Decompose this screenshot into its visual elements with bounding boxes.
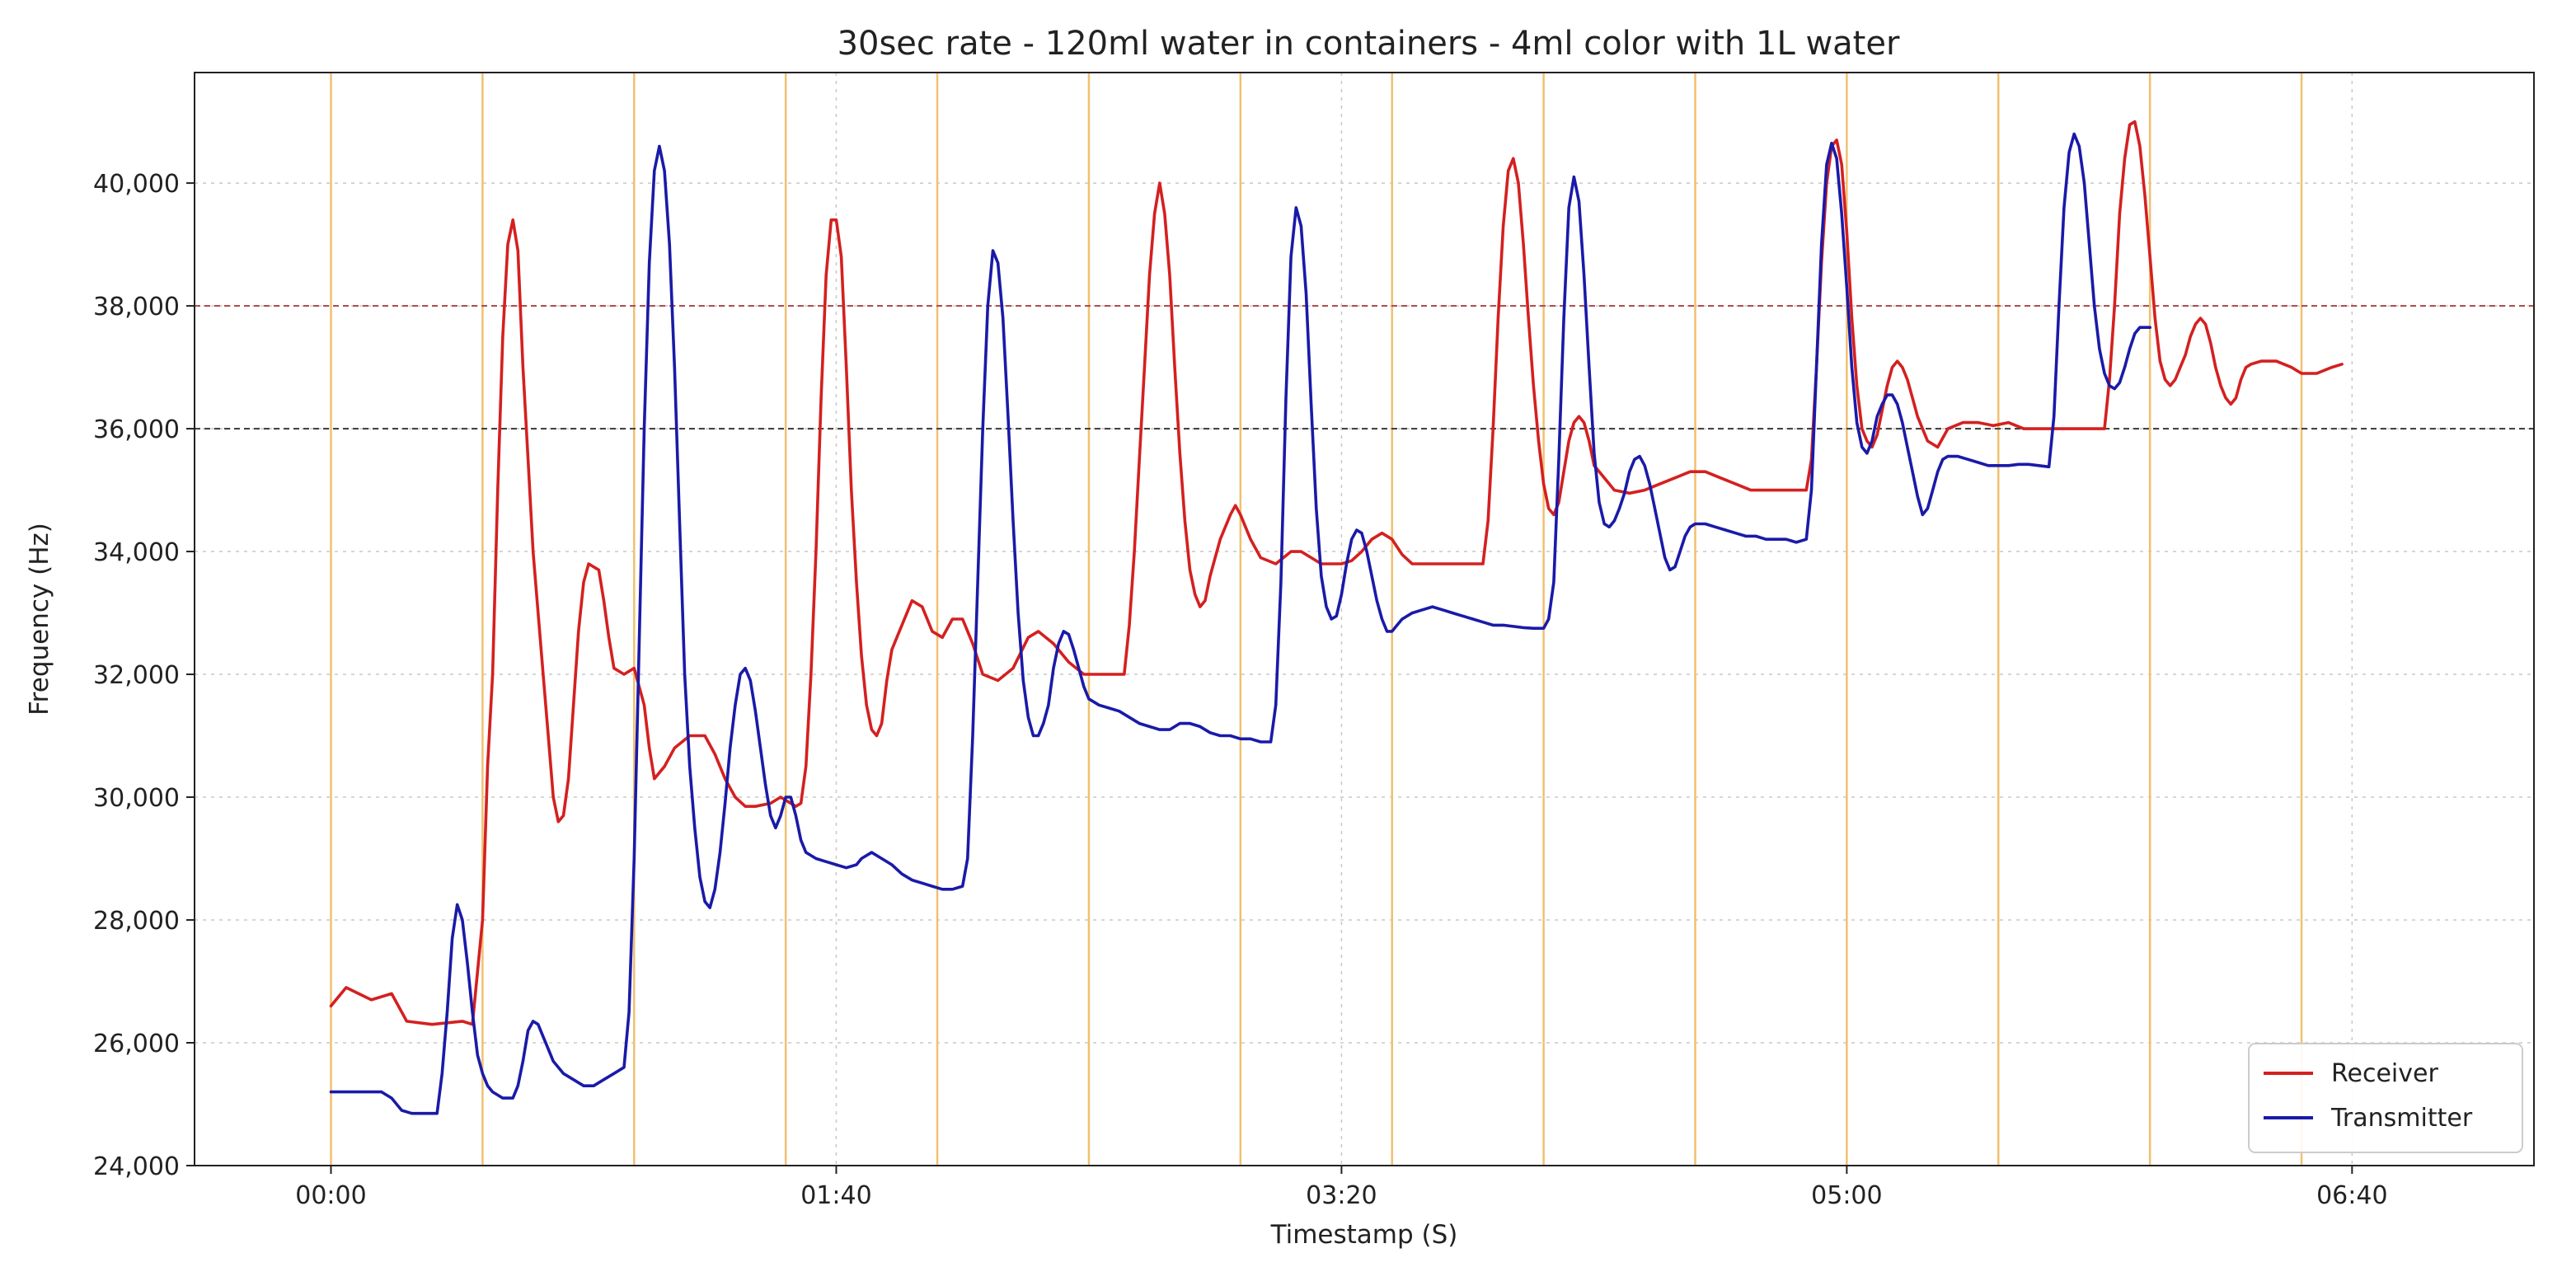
chart-title: 30sec rate - 120ml water in containers -… — [838, 25, 1900, 63]
x-axis-label: Timestamp (S) — [1270, 1220, 1458, 1250]
x-tick-label: 06:40 — [2316, 1181, 2387, 1210]
series-line-receiver — [329, 120, 2344, 1026]
y-tick-label: 26,000 — [93, 1030, 180, 1058]
x-axis-ticks: 00:00 01:40 03:20 05:00 06:40 — [295, 1166, 2388, 1210]
y-tick-label: 28,000 — [93, 907, 180, 936]
y-axis-ticks: 24,000 26,000 28,000 30,000 32,000 34,000 36,0… — [93, 170, 195, 1181]
x-tick-label: 00:00 — [295, 1181, 366, 1210]
series-lines — [329, 120, 2344, 1115]
y-tick-label: 32,000 — [93, 661, 180, 690]
y-tick-label: 24,000 — [93, 1152, 180, 1181]
legend-box — [2248, 1043, 2523, 1153]
x-tick-label: 05:00 — [1811, 1181, 1882, 1210]
y-tick-label: 40,000 — [93, 170, 180, 199]
legend-label-transmitter: Transmitter — [2330, 1104, 2473, 1133]
series-line-transmitter — [329, 132, 2151, 1115]
x-tick-label: 01:40 — [800, 1181, 871, 1210]
y-tick-label: 34,000 — [93, 538, 180, 567]
y-tick-label: 36,000 — [93, 415, 180, 444]
reference-lines — [195, 304, 2534, 430]
y-tick-label: 30,000 — [93, 784, 180, 813]
plot-frame — [194, 72, 2535, 1166]
x-tick-label: 03:20 — [1306, 1181, 1377, 1210]
legend-label-receiver: Receiver — [2331, 1059, 2438, 1088]
y-axis-label: Frequency (Hz) — [25, 523, 54, 716]
y-tick-label: 38,000 — [93, 293, 180, 321]
legend: Receiver Transmitter — [2248, 1043, 2523, 1153]
